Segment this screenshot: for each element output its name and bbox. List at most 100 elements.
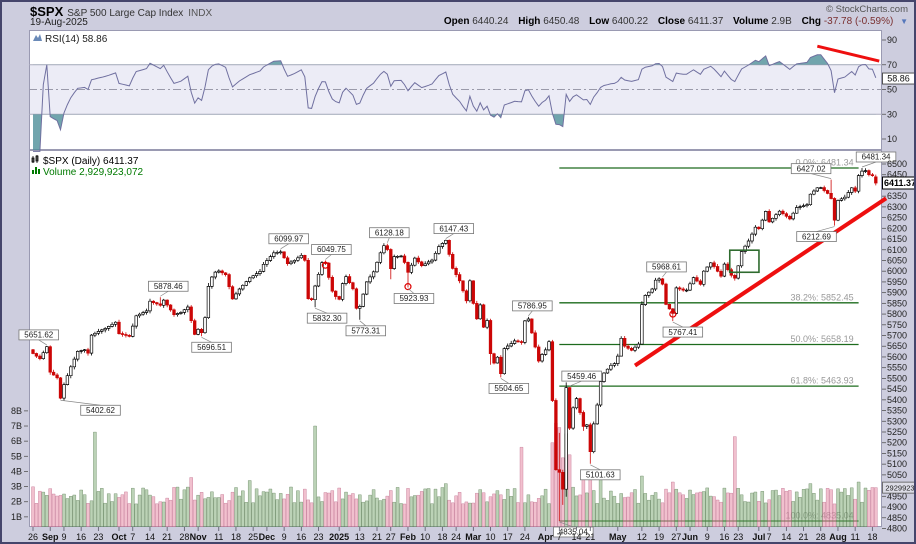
candlesticks [31, 168, 878, 521]
axes: 6500645064006350630062506200615061006050… [11, 35, 907, 542]
date-axis-label: Apr [538, 532, 554, 542]
date-axis-label: 14 [145, 532, 155, 542]
price-axis-label: 5600 [887, 352, 907, 362]
date-axis-label: 14 [781, 532, 791, 542]
callout-text: 6212.69 [802, 232, 831, 241]
date-axis-label: 18 [231, 532, 241, 542]
callout-box [268, 233, 309, 245]
date-axis-label: 21 [372, 532, 382, 542]
rsi-axis-label: 10 [887, 134, 897, 144]
callout-box [80, 404, 121, 416]
svg-text:2929923: 2929923 [885, 484, 914, 493]
price-axis-label: 5850 [887, 298, 907, 308]
price-axis-label: 5400 [887, 395, 907, 405]
callout-text: 5968.61 [652, 263, 681, 272]
panel-legends: RSI(14) 58.86 $SPX (Daily) 6411.37Volume … [31, 34, 144, 178]
date-axis-label: 16 [719, 532, 729, 542]
date-axis-label: 11 [214, 532, 223, 542]
rsi-legend: RSI(14) 58.86 [45, 34, 108, 45]
fib-label: 38.2%: 5852.45 [791, 292, 854, 302]
chart-date: 19-Aug-2025 [30, 17, 88, 28]
date-axis-label: 23 [733, 532, 743, 542]
callout-text: 5923.93 [399, 294, 428, 303]
price-axis-label: 6250 [887, 213, 907, 223]
date-axis-label: 12 [637, 532, 647, 542]
date-axis-label: 2025 [329, 532, 349, 542]
callout-text: 5786.95 [518, 302, 547, 311]
date-axis-label: 28 [179, 532, 189, 542]
callout-box [148, 280, 189, 292]
date-axis-label: Sep [42, 532, 59, 542]
price-axis-label: 6500 [887, 159, 907, 169]
red-circle-marker [321, 261, 329, 269]
callout-text: 6128.18 [375, 228, 404, 237]
chg-value: -37.78 (-0.59%) [823, 16, 894, 27]
chart-overlays [321, 196, 888, 368]
date-axis-label: Feb [400, 532, 417, 542]
low-value: 6400.22 [611, 16, 649, 27]
price-axis-label: 5550 [887, 363, 907, 373]
volume-down-bars [31, 422, 878, 527]
date-axis-label: Oct [111, 532, 126, 542]
rsi-line [33, 54, 877, 152]
callout-box [796, 231, 837, 242]
callout-text: 5832.30 [313, 314, 342, 323]
volume-label: Volume [733, 16, 769, 27]
panel-backgrounds [29, 30, 882, 527]
volume-value: 2.9B [771, 16, 792, 27]
volume-value-box [882, 481, 914, 494]
volume-up-bars [41, 425, 868, 527]
price-axis-label: 5900 [887, 288, 907, 298]
ohlc-quote-strip: Open 6440.24 High 6450.48 Low 6400.22 Cl… [437, 16, 908, 27]
callout-text: 6147.43 [439, 224, 468, 233]
price-axis-label: 5500 [887, 373, 907, 383]
volume-axis-label: 1B [11, 512, 22, 522]
callout-text: 6049.75 [317, 245, 346, 254]
date-axis-label: 16 [76, 532, 86, 542]
copyright-label: © StockCharts.com [826, 4, 908, 15]
rsi-axis-label: 70 [887, 60, 897, 70]
price-axis-label: 4900 [887, 502, 907, 512]
price-axis-label: 5300 [887, 416, 907, 426]
fib-label: 61.8%: 5463.93 [791, 376, 854, 386]
price-axis-label: 5800 [887, 309, 907, 319]
price-axis-label: 5750 [887, 320, 907, 330]
red-circle-marker [404, 283, 412, 291]
red-circle-marker [669, 310, 677, 318]
date-axis-label: 7 [557, 532, 562, 542]
callout-text: 5651.62 [24, 331, 53, 340]
candle-bodies-up [41, 170, 868, 490]
callout-box [790, 163, 832, 175]
date-axis-label: 17 [503, 532, 513, 542]
price-axis-label: 6450 [887, 170, 907, 180]
fib-label: 50.0%: 5658.19 [791, 334, 854, 344]
price-axis-label: 5250 [887, 427, 907, 437]
candle-bodies-down [31, 170, 878, 490]
date-axis-label: Aug [829, 532, 847, 542]
rsi-value-box [882, 72, 914, 85]
callout-text: 5767.41 [668, 328, 697, 337]
callout-box [855, 151, 897, 163]
price-axis-label: 5700 [887, 331, 907, 341]
price-axis-label: 5200 [887, 438, 907, 448]
callout-box [311, 244, 352, 255]
open-value: 6440.24 [472, 16, 509, 27]
callout-box [646, 261, 687, 273]
price-axis-label: 5100 [887, 459, 907, 469]
callout-text: 5504.65 [494, 384, 523, 393]
chart-title: $SPX S&P 500 Large Cap Index INDX [30, 3, 212, 21]
volume-axis-label: 4B [11, 466, 22, 476]
price-axis-label: 6300 [887, 202, 907, 212]
close-label: Close [657, 16, 686, 27]
date-axis-label: 21 [585, 532, 595, 542]
callout-text: 5696.51 [197, 343, 226, 352]
chevron-down-icon[interactable]: ▼ [900, 17, 908, 26]
callout-text: 6427.02 [797, 164, 826, 173]
volume-axis-label: 7B [11, 421, 22, 431]
callout-box [580, 469, 621, 481]
price-axis-label: 6000 [887, 266, 907, 276]
date-axis-label: 7 [767, 532, 772, 542]
date-axis-label: 13 [355, 532, 365, 542]
date-axis-label: Nov [190, 532, 207, 542]
date-axis-label: 25 [248, 532, 258, 542]
